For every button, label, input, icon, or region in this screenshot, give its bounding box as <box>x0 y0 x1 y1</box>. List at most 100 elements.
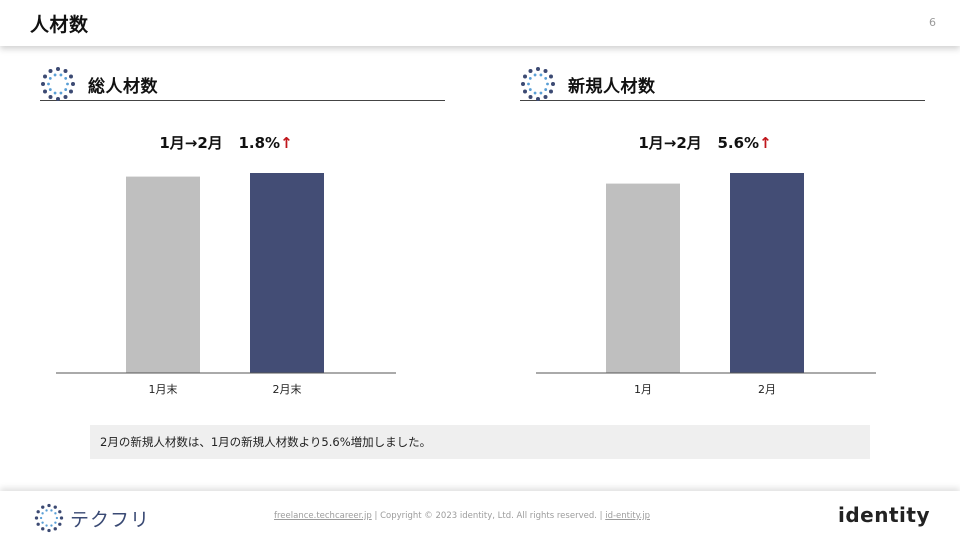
bar-chart-total: 1月末 2月末 <box>56 164 396 408</box>
logo-dot <box>48 69 53 74</box>
dot-circle-logo-icon <box>521 67 555 101</box>
copyright-text: Copyright © 2023 identity, Ltd. All righ… <box>380 511 597 521</box>
logo-dot <box>43 89 48 94</box>
logo-dot <box>68 89 73 94</box>
logo-dot <box>41 505 45 509</box>
section-header-total: 総人材数 <box>40 66 445 101</box>
logo-dot <box>548 74 553 79</box>
logo-dot <box>64 77 68 80</box>
section-title-total: 総人材数 <box>88 77 158 97</box>
slide-header: 人材数 6 <box>0 0 960 46</box>
dot-circle-logo-icon <box>41 67 75 101</box>
logo-dot <box>45 509 48 512</box>
logo-dot <box>63 69 68 74</box>
logo-dot <box>41 521 44 524</box>
logo-dot <box>544 77 548 80</box>
logo-dot <box>39 516 43 520</box>
logo-dot <box>54 521 57 524</box>
summary-note-text: 2月の新規人材数は、1月の新規人材数より5.6%増加しました。 <box>100 435 432 449</box>
logo-dot <box>48 94 53 99</box>
logo-dot <box>47 528 51 533</box>
logo-dot <box>50 524 53 527</box>
techfuri-logo-icon <box>34 503 64 533</box>
logo-dot <box>528 69 533 74</box>
up-arrow-icon: ↑ <box>280 134 293 152</box>
change-period: 1月→2月 <box>159 134 223 152</box>
section-title-new: 新規人材数 <box>568 77 656 97</box>
x-tick-label: 2月末 <box>273 382 302 396</box>
logo-dot <box>47 82 50 86</box>
logo-dot <box>58 510 62 514</box>
logo-dot <box>68 74 73 79</box>
copyright-line: freelance.techcareer.jp | Copyright © 20… <box>274 511 650 521</box>
logo-dot <box>536 67 540 71</box>
logo-dot <box>45 524 48 527</box>
logo-dot <box>53 505 57 509</box>
logo-dot <box>533 73 537 77</box>
bar-chart-total-svg: 1月末 2月末 <box>56 173 396 396</box>
logo-dot <box>47 503 51 508</box>
x-tick-label: 2月 <box>758 383 776 396</box>
change-period: 1月→2月 <box>638 134 702 152</box>
logo-dot <box>66 82 69 86</box>
logo-dot <box>521 82 525 86</box>
logo-dot <box>54 512 57 515</box>
up-arrow-icon: ↑ <box>759 134 772 152</box>
logo-dot <box>543 69 548 74</box>
separator: | <box>371 511 381 521</box>
logo-dot <box>56 97 60 101</box>
logo-dot <box>59 516 64 520</box>
x-tick-label: 1月末 <box>149 382 178 396</box>
logo-dot <box>551 82 555 86</box>
logo-dot <box>533 91 537 95</box>
logo-dot <box>48 88 52 91</box>
logo-dot <box>36 510 40 514</box>
change-percent: 1.8% <box>238 134 281 152</box>
logo-dot <box>523 89 528 94</box>
change-label-new: 1月→2月 5.6%↑ <box>605 132 805 153</box>
logo-dot <box>59 73 63 77</box>
logo-dot <box>71 82 75 86</box>
summary-note: 2月の新規人材数は、1月の新規人材数より5.6%増加しました。 <box>90 425 870 459</box>
logo-dot <box>59 91 63 95</box>
logo-dot <box>548 89 553 94</box>
logo-dot <box>34 516 39 520</box>
bar-1 <box>606 183 680 373</box>
logo-dot <box>544 88 548 91</box>
logo-dot <box>64 88 68 91</box>
logo-dot <box>56 67 60 71</box>
identity-link[interactable]: id-entity.jp <box>605 511 650 521</box>
logo-dot <box>539 91 543 95</box>
logo-dot <box>528 88 532 91</box>
page-title: 人材数 <box>30 14 89 36</box>
logo-dot <box>546 82 549 86</box>
logo-dot <box>41 527 45 531</box>
logo-dot <box>43 74 48 79</box>
bar-2 <box>730 173 804 373</box>
bar-chart-new: 1月 2月 <box>536 164 876 408</box>
logo-dot <box>543 94 548 99</box>
logo-dot <box>527 82 530 86</box>
techcareer-link[interactable]: freelance.techcareer.jp <box>274 511 372 521</box>
x-tick-label: 1月 <box>634 383 652 396</box>
logo-dot <box>528 77 532 80</box>
section-header-new: 新規人材数 <box>520 66 925 101</box>
change-percent: 5.6% <box>717 134 760 152</box>
logo-dot <box>55 516 59 520</box>
logo-dot <box>50 509 53 512</box>
logo-dot <box>539 73 543 77</box>
logo-dot <box>536 97 540 101</box>
logo-dot <box>41 82 45 86</box>
logo-dot <box>528 94 533 99</box>
logo-dot <box>48 77 52 80</box>
logo-dot <box>58 522 62 526</box>
page-number: 6 <box>929 16 936 29</box>
logo-dot <box>36 522 40 526</box>
logo-dot <box>523 74 528 79</box>
bar-chart-new-svg: 1月 2月 <box>536 173 876 396</box>
bar-1 <box>126 176 200 373</box>
logo-dot <box>63 94 68 99</box>
separator: | <box>596 511 606 521</box>
change-label-total: 1月→2月 1.8%↑ <box>126 132 326 153</box>
company-logo: identity <box>838 503 930 527</box>
